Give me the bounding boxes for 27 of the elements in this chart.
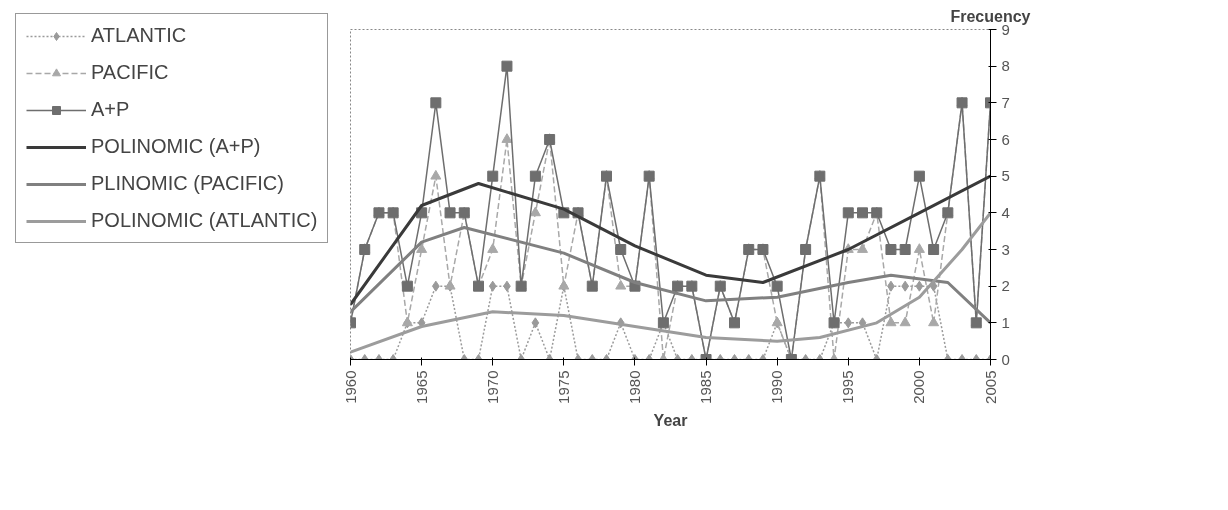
x-tick-label: 1985 bbox=[697, 370, 715, 404]
y-tick-label: 8 bbox=[1001, 57, 1010, 75]
legend-label: ATLANTIC bbox=[91, 24, 187, 48]
y-tick-label: 2 bbox=[1001, 277, 1010, 295]
x-tick-label: 2000 bbox=[910, 370, 928, 404]
legend-label: PLINOMIC (PACIFIC) bbox=[91, 172, 284, 196]
y-tick-label: 1 bbox=[1001, 313, 1010, 331]
x-tick-label: 2005 bbox=[981, 370, 999, 404]
y-tick-label: 5 bbox=[1001, 167, 1010, 185]
legend-label: POLINOMIC (ATLANTIC) bbox=[91, 209, 318, 233]
y-tick-label: 3 bbox=[1001, 240, 1010, 258]
x-tick-label: 1975 bbox=[554, 370, 572, 404]
legend-label: A+P bbox=[91, 98, 130, 122]
x-tick-label: 1960 bbox=[341, 370, 359, 404]
legend-label: PACIFIC bbox=[91, 61, 169, 85]
legend-label: POLINOMIC (A+P) bbox=[91, 135, 261, 159]
x-tick-label: 1980 bbox=[625, 370, 643, 404]
y-tick-label: 4 bbox=[1001, 203, 1010, 221]
y-tick-label: 6 bbox=[1001, 130, 1010, 148]
x-tick-label: 1990 bbox=[768, 370, 786, 404]
x-tick-label: 1965 bbox=[412, 370, 430, 404]
x-axis-title: Year bbox=[653, 411, 688, 429]
x-tick-label: 1995 bbox=[839, 370, 857, 404]
y-axis-title: Frecuency bbox=[950, 7, 1031, 25]
y-tick-label: 7 bbox=[1001, 93, 1010, 111]
x-tick-label: 1970 bbox=[483, 370, 501, 404]
y-tick-label: 0 bbox=[1001, 350, 1010, 368]
